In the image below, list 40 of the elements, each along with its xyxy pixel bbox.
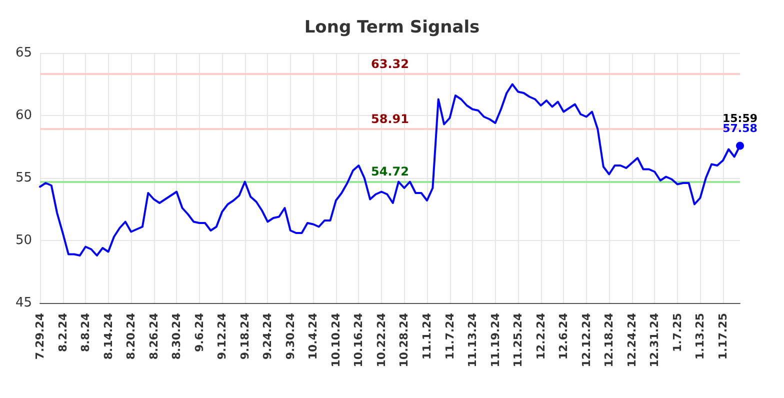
x-tick-label: 8.2.24: [56, 312, 70, 352]
y-tick-label: 55: [15, 170, 32, 186]
ref-line-label: 58.91: [371, 112, 409, 126]
x-tick-label: 11.13.24: [466, 312, 480, 368]
x-tick-label: 1.17.25: [716, 313, 730, 360]
x-tick-label: 9.24.24: [261, 312, 274, 360]
y-tick-label: 65: [15, 46, 32, 60]
x-tick-label: 10.10.24: [329, 312, 342, 368]
x-tick-label: 12.2.24: [534, 312, 548, 360]
y-tick-label: 60: [15, 108, 32, 123]
x-tick-label: 10.16.24: [352, 312, 366, 368]
x-tick-label: 10.22.24: [374, 312, 388, 368]
x-tick-label: 11.1.24: [420, 312, 434, 360]
x-tick-label: 10.4.24: [306, 312, 320, 360]
y-tick-label: 50: [15, 233, 32, 248]
x-tick-label: 1.7.25: [670, 313, 684, 352]
x-tick-label: 1.13.25: [694, 313, 707, 360]
x-tick-label: 9.18.24: [238, 312, 252, 360]
y-tick-label: 45: [15, 296, 32, 310]
x-tick-label: 9.30.24: [284, 312, 297, 360]
x-tick-label: 12.31.24: [648, 312, 662, 368]
x-tick-label: 12.12.24: [580, 312, 593, 368]
x-tick-label: 12.18.24: [602, 312, 616, 368]
x-tick-label: 8.30.24: [170, 312, 184, 360]
x-tick-label: 11.7.24: [443, 312, 456, 360]
x-tick-label: 11.25.24: [512, 312, 525, 368]
x-tick-label: 7.29.24: [34, 312, 46, 360]
x-tick-label: 9.12.24: [216, 312, 229, 360]
x-tick-label: 11.19.24: [488, 312, 502, 368]
x-tick-label: 8.8.24: [79, 312, 92, 352]
x-tick-label: 8.14.24: [102, 312, 115, 360]
ref-line-label: 54.72: [371, 164, 409, 178]
ref-line-label: 63.32: [371, 57, 409, 71]
x-tick-label: 8.20.24: [124, 312, 138, 360]
x-tick-label: 9.6.24: [192, 312, 206, 352]
chart-title: Long Term Signals: [304, 18, 480, 38]
x-tick-label: 12.24.24: [625, 312, 638, 368]
x-tick-label: 12.6.24: [557, 312, 570, 360]
x-tick-label: 8.26.24: [147, 312, 160, 360]
x-tick-label: 10.28.24: [398, 312, 411, 368]
